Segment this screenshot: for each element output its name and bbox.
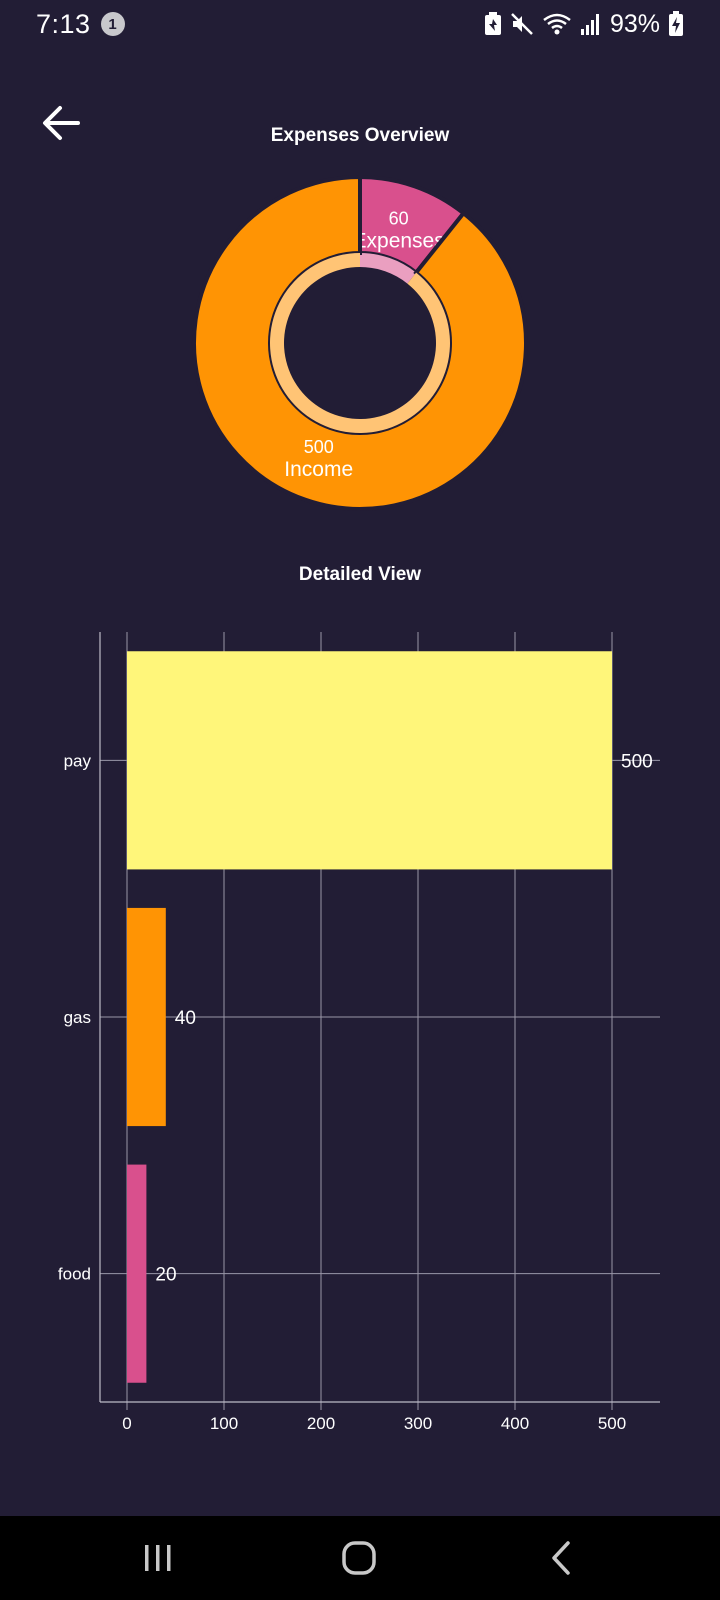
- back-icon: [552, 1541, 570, 1575]
- donut-slice-income[interactable]: [192, 174, 528, 511]
- status-right: 93%: [484, 10, 684, 39]
- donut-value-expenses: 60: [389, 209, 409, 229]
- bar-value-label-pay: 500: [621, 751, 653, 772]
- donut-label-expenses: Expenses: [353, 230, 445, 253]
- home-icon: [342, 1541, 376, 1575]
- wifi-icon: [543, 13, 571, 35]
- bar-gas[interactable]: [127, 907, 166, 1127]
- mute-icon: [511, 13, 533, 35]
- battery-charging-icon: [669, 11, 683, 36]
- x-tick-label-200: 200: [307, 1414, 335, 1430]
- overview-title: Expenses Overview: [270, 125, 450, 146]
- bar-chart: 500 40 20 pay gas food 0 100 200 300 400 500: [58, 632, 660, 1430]
- bar-pay[interactable]: [127, 651, 612, 870]
- x-tick-label-500: 500: [598, 1414, 626, 1430]
- x-tick-label-0: 0: [122, 1414, 131, 1430]
- back-button[interactable]: [40, 103, 84, 143]
- donut-inner-ring-income: [269, 253, 450, 433]
- signal-icon: [580, 14, 599, 35]
- recent-apps-button[interactable]: [136, 1538, 180, 1578]
- detailed-title: Detailed View: [298, 564, 422, 585]
- y-tick-label-food: food: [58, 1265, 91, 1284]
- status-left: 7:13 1: [36, 9, 125, 40]
- bar-value-label-gas: 40: [175, 1008, 196, 1029]
- battery-saver-icon: [484, 12, 501, 35]
- y-tick-label-pay: pay: [64, 751, 92, 770]
- battery-percentage: 93%: [609, 9, 660, 38]
- navigation-bar: [0, 1516, 720, 1600]
- notification-count-badge: 1: [100, 12, 125, 36]
- y-tick-label-gas: gas: [64, 1008, 91, 1027]
- bar-food[interactable]: [127, 1164, 147, 1383]
- donut-inner-ring-expenses: [360, 253, 417, 284]
- status-time: 7:13: [36, 8, 91, 39]
- status-bar: 7:13 1 93%: [0, 0, 720, 48]
- arrow-left-icon: [43, 106, 80, 140]
- donut-value-income: 500: [304, 437, 334, 457]
- home-button[interactable]: [338, 1538, 382, 1578]
- nav-back-button[interactable]: [540, 1538, 584, 1578]
- x-tick-label-100: 100: [210, 1414, 238, 1430]
- x-tick-label-300: 300: [404, 1414, 432, 1430]
- bar-value-label-food: 20: [155, 1265, 176, 1286]
- donut-label-income: Income: [284, 458, 353, 481]
- recent-apps-icon: [145, 1545, 171, 1571]
- x-tick-label-400: 400: [501, 1414, 529, 1430]
